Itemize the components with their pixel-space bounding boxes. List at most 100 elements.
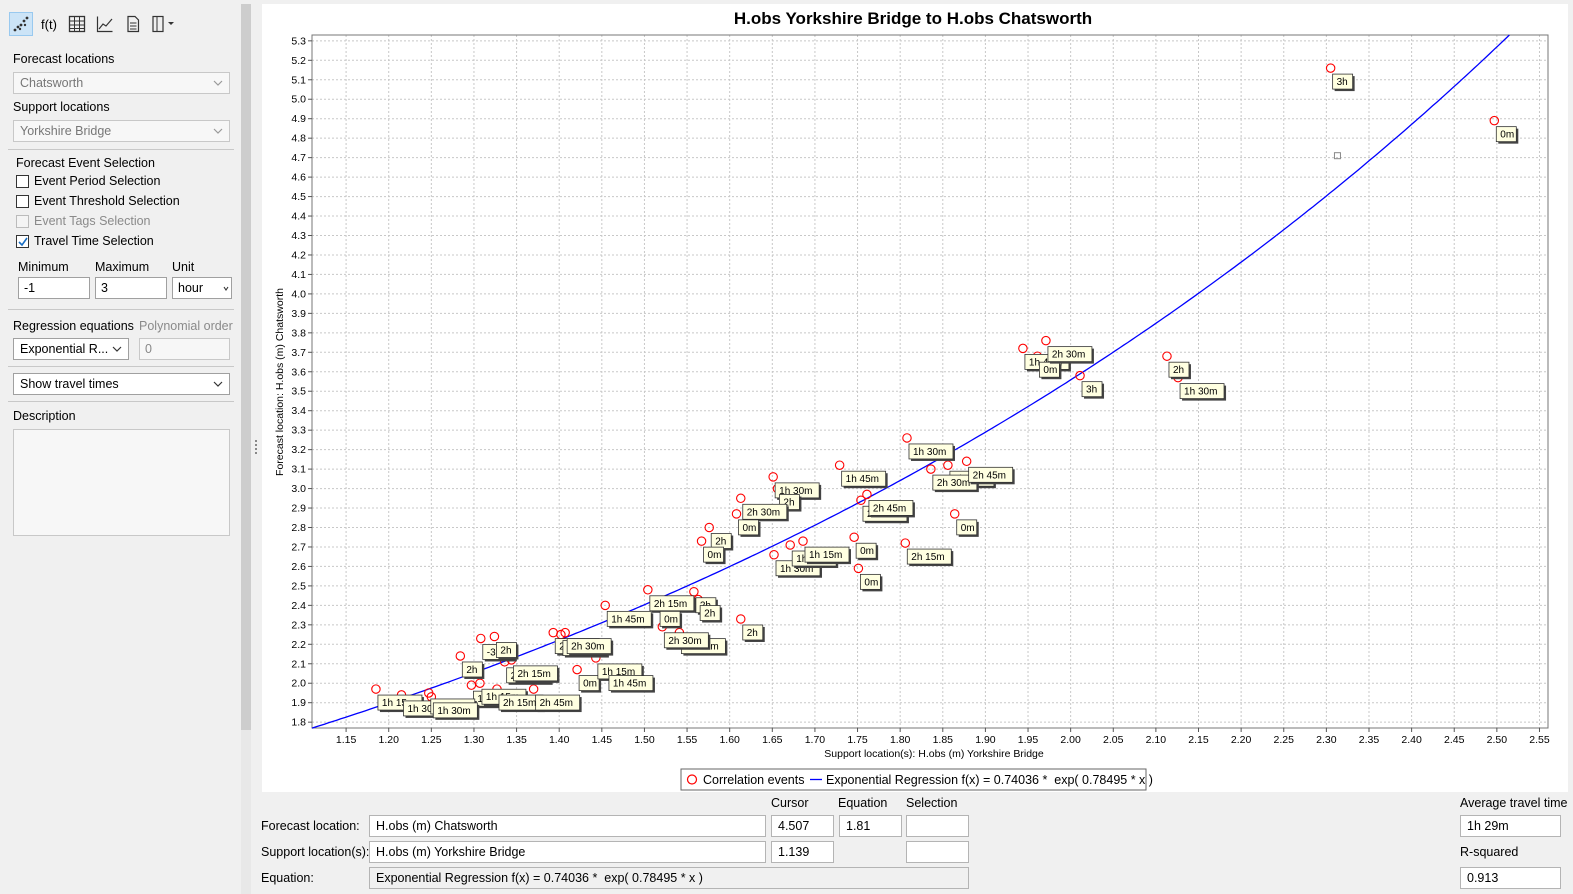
show-value: Show travel times	[20, 377, 119, 391]
label-box	[868, 500, 914, 516]
report-view-button[interactable]	[121, 12, 145, 36]
scatter-view-button[interactable]	[9, 12, 33, 36]
travel-time-label: 2h	[1168, 361, 1191, 380]
travel-time-label: 1h 30m	[432, 702, 480, 720]
correlation-point	[926, 464, 936, 474]
event-period-checkbox[interactable]	[16, 175, 29, 188]
description-textarea[interactable]	[13, 429, 230, 536]
label-box	[742, 503, 788, 520]
travel-time-checkbox[interactable]	[16, 235, 29, 248]
travel-time-label: 2h 30m	[932, 474, 979, 493]
label-box	[606, 610, 652, 627]
event-threshold-checkbox[interactable]	[16, 195, 29, 208]
correlation-point	[943, 460, 953, 470]
label-text: 2h 15m	[911, 552, 944, 563]
x-tick-label: 1.80	[890, 734, 911, 746]
panel-splitter[interactable]	[253, 0, 259, 894]
label-text: 2h	[704, 609, 715, 620]
panel-scrollbar-track[interactable]	[241, 730, 251, 894]
legend-entry-regression: Exponential Regression f(x) = 0.74036 * …	[826, 773, 1153, 787]
event-threshold-label: Event Threshold Selection	[34, 194, 180, 208]
support-location-select[interactable]: Yorkshire Bridge	[13, 120, 230, 142]
y-tick-label: 3.1	[291, 464, 306, 476]
table-view-button[interactable]	[65, 12, 89, 36]
travel-time-label: 2h 45m	[535, 694, 582, 713]
average-travel-time-label: Average travel time	[1460, 796, 1568, 810]
label-text: 1h 15m	[809, 550, 842, 561]
support-locations-label: Support locations	[13, 100, 110, 114]
support-location-output: H.obs (m) Yorkshire Bridge	[369, 841, 766, 863]
label-text: 0m	[743, 523, 757, 534]
polynomial-order-input[interactable]: 0	[139, 338, 230, 360]
show-travel-times-select[interactable]: Show travel times	[13, 373, 230, 395]
travel-time-label: 2h 15m	[649, 595, 696, 613]
x-tick-label: 2.35	[1359, 734, 1380, 746]
label-text: 0m	[1043, 365, 1057, 376]
label-text: 2h	[500, 646, 511, 657]
unit-select[interactable]: hour	[172, 277, 232, 299]
function-view-button[interactable]: f(t)	[37, 12, 61, 36]
x-tick-label: 1.20	[378, 734, 399, 746]
y-tick-label: 5.3	[291, 35, 306, 47]
correlation-point	[476, 633, 486, 644]
label-box	[1332, 73, 1354, 90]
correlation-point	[371, 684, 381, 694]
unit-label: Unit	[172, 260, 195, 274]
event-tags-checkbox[interactable]	[16, 215, 29, 228]
minimum-input[interactable]: -1	[18, 277, 90, 299]
divider	[8, 309, 234, 310]
chevron-down-icon	[112, 346, 122, 352]
x-tick-label: 1.35	[506, 734, 527, 746]
correlation-point	[769, 549, 779, 560]
label-box	[804, 546, 850, 563]
travel-time-label: 2h 30m	[1047, 346, 1094, 364]
travel-time-label: 0m	[578, 675, 602, 693]
label-text: 2h 30m	[668, 636, 701, 647]
graph-view-button[interactable]	[93, 12, 117, 36]
regression-select[interactable]: Exponential R...	[13, 338, 129, 360]
regression-curve-layer	[311, 34, 1510, 729]
label-box	[578, 675, 600, 692]
equation-row-label: Equation:	[261, 871, 314, 885]
y-tick-label: 4.9	[291, 113, 306, 125]
travel-time-label: 2h 45m	[968, 466, 1015, 485]
y-tick-label: 3.4	[291, 405, 306, 417]
forecast-location-select[interactable]: Chatsworth	[13, 72, 230, 94]
label-box	[432, 702, 478, 719]
maximum-input[interactable]: 3	[95, 277, 167, 299]
correlation-point	[600, 600, 610, 611]
y-tick-label: 2.8	[291, 522, 306, 534]
label-box	[1081, 381, 1103, 398]
chart-area[interactable]: H.obs Yorkshire Bridge to H.obs Chatswor…	[262, 4, 1568, 792]
correlation-point	[736, 614, 746, 624]
label-text: 2h 30m	[747, 507, 780, 518]
y-tick-label: 1.9	[291, 697, 306, 709]
correlation-point	[696, 536, 707, 546]
polynomial-order-label: Polynomial order	[139, 319, 233, 333]
columns-menu-button[interactable]	[149, 12, 179, 36]
forecast-location-value: Chatsworth	[20, 76, 84, 90]
y-axis-label: Forecast location: H.obs (m) Chatsworth	[274, 288, 286, 476]
y-tick-label: 4.7	[291, 152, 306, 164]
regression-curve	[311, 34, 1510, 729]
x-tick-label: 1.95	[1018, 734, 1039, 746]
label-box	[841, 470, 887, 487]
x-tick-label: 2.40	[1401, 734, 1422, 746]
label-text: 1h 30m	[779, 486, 812, 497]
equation-output: Exponential Regression f(x) = 0.74036 * …	[369, 867, 969, 889]
forecast-equation-output: 1.81	[839, 815, 902, 837]
correlation-point	[949, 509, 960, 519]
column-dropdown-icon	[152, 15, 174, 33]
scatter-chart[interactable]: H.obs Yorkshire Bridge to H.obs Chatswor…	[262, 4, 1568, 792]
event-tags-label: Event Tags Selection	[34, 214, 151, 228]
unit-value: hour	[178, 281, 204, 295]
cursor-marker	[1333, 152, 1341, 160]
label-text: 2h 45m	[540, 698, 573, 709]
label-text: 0m	[583, 679, 597, 690]
y-tick-label: 2.2	[291, 639, 306, 651]
label-box	[906, 548, 952, 565]
panel-scrollbar-thumb[interactable]	[241, 4, 251, 730]
x-tick-label: 1.65	[762, 734, 783, 746]
y-tick-label: 4.2	[291, 249, 306, 261]
travel-time-label: 0m	[859, 573, 883, 592]
